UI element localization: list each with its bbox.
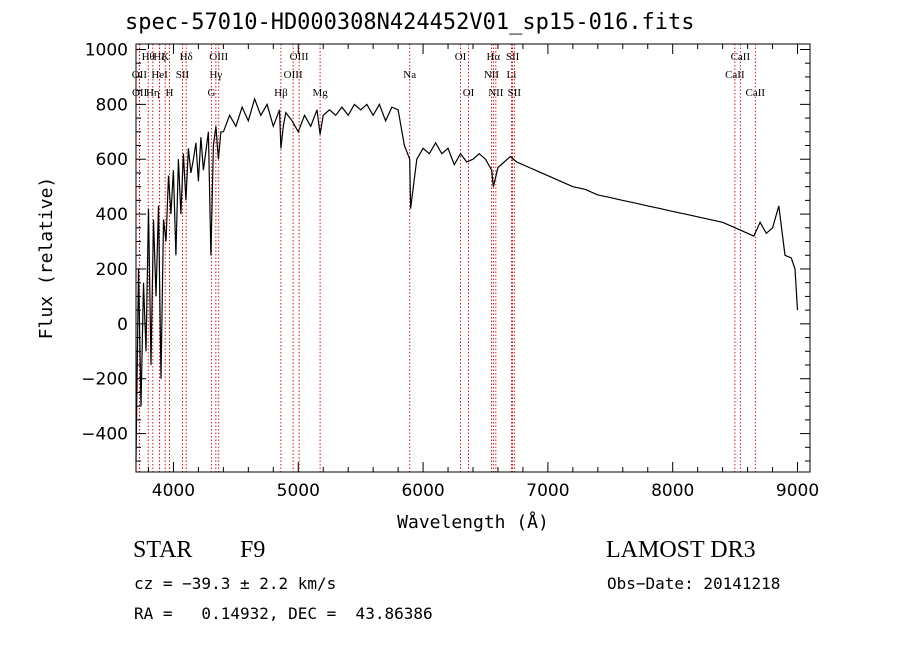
spectral-line-label: HeI bbox=[151, 69, 168, 81]
spectrum-layer bbox=[135, 96, 799, 462]
y-tick-label: 0 bbox=[117, 315, 128, 335]
spectral-line-label: Hβ bbox=[274, 87, 288, 99]
spectral-line-label: OIII bbox=[290, 51, 309, 63]
chart-title: spec-57010-HD000308N424452V01_sp15-016.f… bbox=[125, 10, 695, 35]
spectral-line-label: Hη bbox=[146, 87, 160, 99]
y-tick-label: 800 bbox=[96, 95, 128, 115]
y-tick-label: 600 bbox=[96, 150, 128, 170]
object-class: STAR bbox=[133, 537, 193, 563]
velocity-label: cz = −39.3 ± 2.2 km/s bbox=[134, 574, 337, 593]
survey-name: LAMOST DR3 bbox=[606, 537, 756, 563]
y-tick-label: 400 bbox=[96, 205, 128, 225]
y-tick-label: −400 bbox=[81, 425, 128, 445]
spectral-line-label: Mg bbox=[312, 87, 328, 99]
spectral-line-label: OIII bbox=[284, 69, 303, 81]
y-axis-label: Flux (relative) bbox=[36, 177, 57, 340]
spectral-line-label: SII bbox=[176, 69, 190, 81]
spectral-line-label: SII bbox=[508, 87, 522, 99]
y-tick-label: 1000 bbox=[85, 40, 128, 60]
spectral-line-label: OI bbox=[463, 87, 475, 99]
spectral-line-label: H bbox=[165, 87, 173, 99]
obs-date: Obs−Date: 20141218 bbox=[607, 574, 781, 593]
spectrum-line bbox=[135, 96, 799, 462]
spectral-line-label: NII bbox=[488, 87, 504, 99]
y-tick-label: 200 bbox=[96, 260, 128, 280]
object-subclass: F9 bbox=[240, 537, 266, 563]
x-tick-label: 6000 bbox=[401, 481, 444, 501]
spectral-line-label: CaII bbox=[725, 69, 745, 81]
x-tick-label: 5000 bbox=[277, 481, 320, 501]
spectral-line-label: OI bbox=[455, 51, 467, 63]
y-tick-label: −200 bbox=[81, 370, 128, 390]
ra-dec: RA = 0.14932, DEC = 43.86386 bbox=[134, 604, 433, 623]
spectral-line-label: NII bbox=[484, 69, 500, 81]
spectral-line-label: G bbox=[208, 87, 216, 99]
x-tick-label: 9000 bbox=[776, 481, 819, 501]
spectral-line-label: K bbox=[161, 51, 169, 63]
spectral-line-label: Hδ bbox=[180, 51, 193, 63]
axes-layer: 4000 5000 6000 7000 8000 9000 −400 −200 0 200 400 6… bbox=[36, 40, 819, 533]
x-axis-label: Wavelength (Å) bbox=[397, 511, 549, 533]
plot-frame bbox=[135, 43, 811, 473]
spectral-line-label: Hγ bbox=[209, 69, 222, 81]
spectral-line-label: Li bbox=[507, 69, 517, 81]
x-tick-label: 7000 bbox=[526, 481, 569, 501]
spectral-line-label: Hθ bbox=[142, 51, 155, 63]
spectral-line-label: Hα bbox=[486, 51, 500, 63]
spectral-line-label: CaII bbox=[746, 87, 766, 99]
spectral-line-label: OIII bbox=[209, 51, 228, 63]
spectral-line-label: CaII bbox=[731, 51, 751, 63]
x-tick-label: 8000 bbox=[651, 481, 694, 501]
spectral-line-label: Na bbox=[403, 69, 416, 81]
spectral-line-label: SII bbox=[506, 51, 520, 63]
spectral-line-label: Hζ bbox=[153, 51, 166, 63]
x-tick-label: 4000 bbox=[152, 481, 195, 501]
